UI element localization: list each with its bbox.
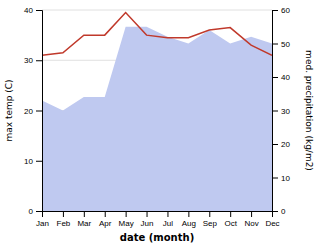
tick-mark [84, 211, 85, 217]
tick-label: Oct [224, 219, 237, 228]
tick-mark [36, 60, 42, 61]
tick: Dec [265, 211, 279, 228]
tick-mark [251, 211, 252, 217]
tick-mark [188, 211, 189, 217]
tick: 20 [272, 140, 290, 149]
tick-label: 40 [281, 73, 290, 82]
tick-mark [105, 211, 106, 217]
tick: Jul [163, 211, 173, 228]
tick-label: 30 [24, 56, 33, 65]
tick: 40 [272, 73, 290, 82]
tick-label: Jul [163, 219, 173, 228]
tick-label: Sep [203, 219, 218, 228]
y-axis: 0 10 20 30 40 [24, 6, 42, 216]
tick-label: Jan [36, 219, 49, 228]
tick: 30 [24, 56, 42, 65]
tick-label: 30 [281, 107, 290, 116]
tick-label: Apr [99, 219, 112, 228]
tick: Feb [57, 211, 71, 228]
tick: 10 [272, 174, 290, 183]
tick: 60 [272, 6, 290, 15]
x-axis-title: date (month) [120, 232, 194, 243]
tick-mark [272, 211, 278, 212]
tick-mark [36, 161, 42, 162]
tick-mark [209, 211, 210, 217]
tick: 10 [24, 157, 42, 166]
tick: 0 [272, 207, 286, 216]
tick-mark [126, 211, 127, 217]
tick: Aug [182, 211, 196, 228]
tick-mark [272, 44, 278, 45]
tick-mark [147, 211, 148, 217]
tick-label: 0 [29, 207, 34, 216]
tick: 30 [272, 107, 290, 116]
tick-mark [167, 211, 168, 217]
tick-mark [272, 77, 278, 78]
tick-mark [272, 144, 278, 145]
marks [42, 13, 272, 211]
tick-label: Aug [182, 219, 196, 228]
axis-line [273, 11, 279, 212]
tick-label: 20 [281, 140, 290, 149]
tick: Apr [99, 211, 112, 228]
tick: 40 [24, 6, 42, 15]
grid [42, 10, 272, 211]
tick: Oct [224, 211, 237, 228]
tick-label: Jun [141, 219, 154, 228]
tick-mark [272, 10, 278, 11]
tick-mark [36, 111, 42, 112]
tick-label: Feb [57, 219, 71, 228]
tick-mark [272, 178, 278, 179]
y2-axis-title: med. precipitation (kg/m2) [304, 50, 314, 171]
tick-mark [36, 10, 42, 11]
tick-label: 20 [24, 107, 33, 116]
plot: JanFebMarAprMayJunJulAugSepOctNovDec0102… [4, 6, 314, 243]
tick: Sep [203, 211, 218, 228]
tick-label: Nov [244, 219, 258, 228]
tick-label: 0 [281, 207, 286, 216]
tick: 20 [24, 107, 42, 116]
tick: 50 [272, 40, 290, 49]
tick: Mar [77, 211, 91, 228]
tick: Jun [141, 211, 154, 228]
grid-line [42, 10, 272, 11]
tick-label: 50 [281, 40, 290, 49]
chart: JanFebMarAprMayJunJulAugSepOctNovDec0102… [0, 0, 318, 247]
tick-mark [272, 111, 278, 112]
y-axis-title: max temp (C) [4, 79, 14, 141]
tick: 0 [29, 207, 42, 216]
line [42, 13, 272, 56]
tick-label: Mar [77, 219, 91, 228]
axis-line [43, 212, 273, 218]
tick-mark [36, 211, 42, 212]
x-axis: Jan Feb Mar Apr May Jun Jul Aug Sep Oct Nov Dec [36, 211, 280, 228]
tick: May [119, 211, 134, 228]
tick-label: 60 [281, 6, 290, 15]
tick: Nov [244, 211, 258, 228]
tick-label: May [119, 219, 134, 228]
tick-label: 40 [24, 6, 33, 15]
tick-label: 10 [281, 174, 290, 183]
axis-line [36, 11, 43, 212]
tick: Jan [36, 211, 49, 228]
y2-axis: 0 10 20 30 40 50 60 [272, 6, 290, 216]
tick-label: Dec [265, 219, 279, 228]
tick-label: 10 [24, 157, 33, 166]
area [42, 27, 272, 211]
tick-mark [230, 211, 231, 217]
tick-mark [63, 211, 64, 217]
